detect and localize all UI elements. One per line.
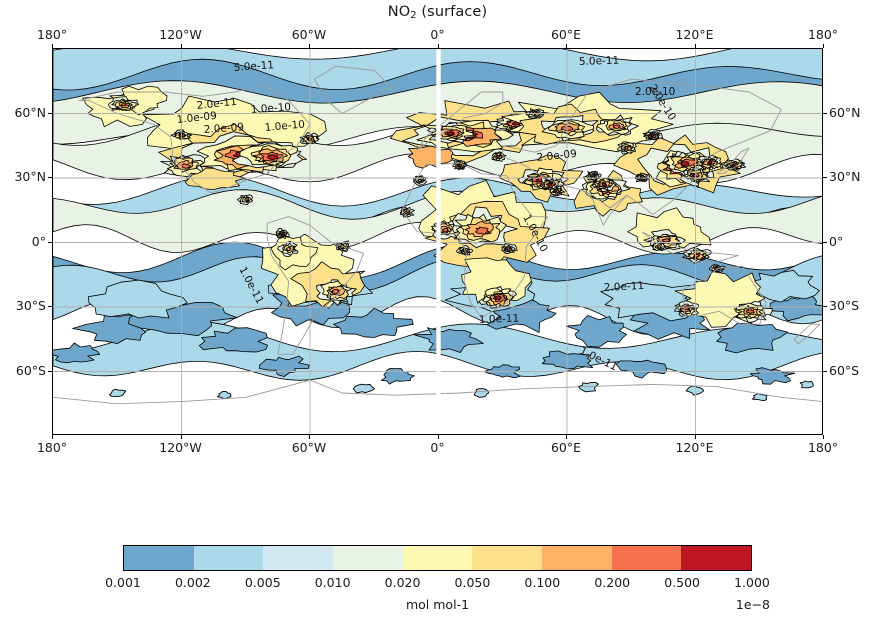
y-tick-mark bbox=[823, 370, 827, 372]
y-tick-label-right-0: 60°N bbox=[829, 104, 861, 120]
y-tick-mark bbox=[48, 370, 52, 372]
x-tick-label-bot-6: 180° bbox=[807, 440, 839, 455]
colorbar-band-5 bbox=[472, 546, 543, 570]
x-tick-label-bot-4: 60°E bbox=[550, 440, 582, 455]
contour-label-5: 2.0e-09 bbox=[203, 121, 244, 136]
contour-label-12: 2.0e-11 bbox=[604, 280, 645, 294]
colorbar-tick-labels: 0.001 0.002 0.005 0.010 0.020 0.050 0.100 0.200… bbox=[105, 575, 770, 591]
x-tick-mark bbox=[180, 435, 182, 439]
colorbar-band-7 bbox=[611, 546, 682, 570]
colorbar-label: mol mol-1 bbox=[405, 597, 470, 612]
map-data-layer: 2.0e-115.0e-112.0e-111.0e-101.0e-092.0e-… bbox=[53, 49, 822, 434]
contour-label-8: 5.0e-11 bbox=[579, 55, 620, 68]
x-tick-label-bot-3: 0° bbox=[430, 440, 445, 455]
x-tick-mark bbox=[437, 435, 439, 439]
y-tick-mark bbox=[823, 177, 827, 178]
x-tick-label-top-1: 120°W bbox=[159, 27, 202, 42]
title-suffix: (surface) bbox=[416, 4, 488, 20]
colorbar-tick-8: 0.500 bbox=[664, 575, 700, 590]
colorbar-band-0 bbox=[124, 546, 194, 570]
title-subscript: 2 bbox=[410, 10, 417, 21]
y-tick-label-right-2: 0° bbox=[829, 233, 844, 249]
colorbar-band-1 bbox=[193, 546, 264, 570]
x-tick-label-top-6: 180° bbox=[807, 27, 839, 42]
contour-label-13: 1.0e-11 bbox=[479, 313, 520, 326]
y-tick-mark bbox=[48, 306, 52, 307]
y-tick-label-left-1: 30°N bbox=[14, 169, 46, 184]
y-tick-mark bbox=[823, 241, 827, 243]
contour-label-9: 2.0e-10 bbox=[635, 86, 675, 98]
colorbar-band-6 bbox=[542, 546, 612, 570]
colorbar-band-4 bbox=[402, 546, 473, 570]
x-tick-label-top-5: 120°E bbox=[675, 27, 714, 42]
y-tick-mark bbox=[823, 306, 827, 307]
y-tick-label-left-3: 30°S bbox=[15, 298, 46, 313]
x-tick-label-bot-2: 60°W bbox=[291, 440, 327, 455]
colorbar-tick-6: 0.100 bbox=[524, 575, 561, 590]
colorbar-tick-4: 0.020 bbox=[384, 575, 421, 590]
colorbar-exponent-label: 1e−8 bbox=[735, 597, 770, 612]
x-tick-mark bbox=[823, 435, 824, 439]
colorbar-band-8 bbox=[681, 546, 752, 570]
y-tick-label-left-4: 60°S bbox=[15, 362, 46, 378]
x-tick-label-top-0: 180° bbox=[36, 27, 68, 42]
title-text: NO bbox=[387, 4, 411, 20]
x-tick-mark bbox=[566, 435, 567, 439]
x-tick-mark bbox=[309, 44, 310, 48]
x-tick-label-bot-5: 120°E bbox=[675, 440, 714, 455]
y-tick-mark bbox=[48, 241, 52, 243]
x-tick-label-bot-0: 180° bbox=[36, 440, 68, 455]
x-tick-mark bbox=[52, 44, 53, 48]
contour-label-4: 1.0e-09 bbox=[176, 110, 217, 126]
x-tick-mark bbox=[437, 44, 439, 48]
x-tick-mark bbox=[309, 435, 310, 439]
contour-label-6: 1.0e-10 bbox=[264, 119, 305, 134]
colorbar-tick-9: 1.000 bbox=[734, 575, 770, 590]
colorbar-tick-0: 0.001 bbox=[105, 575, 141, 590]
contour-label-3: 1.0e-10 bbox=[250, 101, 291, 116]
x-tick-mark bbox=[180, 44, 182, 48]
no2-contour-map: 2.0e-115.0e-112.0e-111.0e-101.0e-092.0e-… bbox=[53, 49, 822, 434]
contour-label-1: 5.0e-11 bbox=[233, 59, 274, 74]
x-tick-label-bot-1: 120°W bbox=[159, 440, 202, 455]
x-tick-mark bbox=[694, 44, 696, 48]
y-tick-label-right-1: 30°N bbox=[829, 169, 861, 184]
y-tick-label-right-4: 60°S bbox=[829, 362, 860, 378]
colorbar-tick-1: 0.002 bbox=[174, 575, 211, 590]
map-axes: 2.0e-115.0e-112.0e-111.0e-101.0e-092.0e-… bbox=[52, 48, 823, 435]
y-tick-label-left-2: 0° bbox=[31, 233, 46, 249]
contour-label-0: 2.0e-11 bbox=[233, 49, 274, 52]
x-tick-mark bbox=[566, 44, 567, 48]
colorbar-tick-2: 0.005 bbox=[244, 575, 281, 590]
colorbar-tick-7: 0.200 bbox=[594, 575, 631, 590]
x-tick-label-top-3: 0° bbox=[430, 27, 445, 42]
x-tick-mark bbox=[694, 435, 696, 439]
y-tick-label-right-3: 30°S bbox=[829, 298, 860, 313]
x-tick-label-top-4: 60°E bbox=[550, 27, 582, 42]
colorbar-tick-3: 0.010 bbox=[314, 575, 351, 590]
y-tick-label-left-0: 60°N bbox=[14, 104, 46, 120]
colorbar-band-3 bbox=[333, 546, 403, 570]
x-tick-mark bbox=[52, 435, 53, 439]
contour-label-11: 2.0e-09 bbox=[536, 148, 577, 164]
page-title: NO2 (surface) bbox=[0, 4, 875, 21]
x-tick-mark bbox=[823, 44, 824, 48]
colorbar-band-2 bbox=[263, 546, 334, 570]
y-tick-mark bbox=[48, 177, 52, 178]
y-tick-mark bbox=[48, 112, 52, 114]
colorbar-tick-5: 0.050 bbox=[454, 575, 491, 590]
x-tick-label-top-2: 60°W bbox=[291, 27, 327, 42]
contour-label-2: 2.0e-11 bbox=[196, 96, 237, 112]
colorbar bbox=[123, 545, 752, 571]
y-tick-mark bbox=[823, 112, 827, 114]
